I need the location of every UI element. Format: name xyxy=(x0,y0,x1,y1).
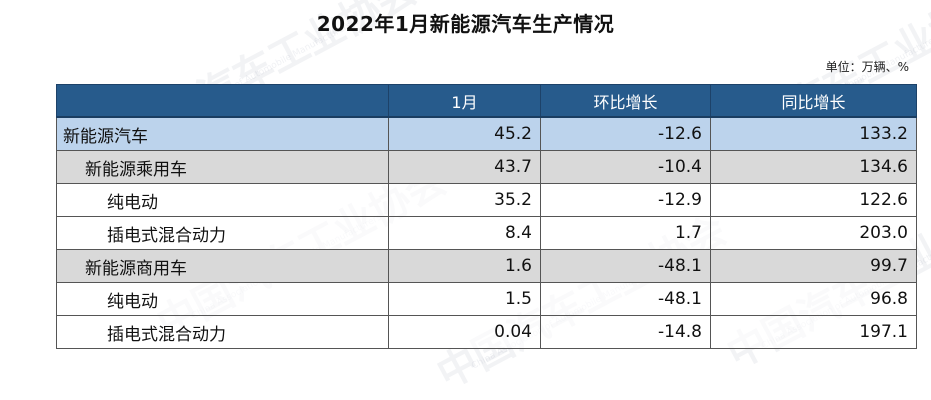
cell-mom-growth: -10.4 xyxy=(540,150,711,184)
table-title: 2022年1月新能源汽车生产情况 xyxy=(316,12,615,36)
cell-january: 35.2 xyxy=(388,183,541,217)
header-cell-mom-growth: 环比增长 xyxy=(540,84,711,118)
table-row: 纯电动 35.2 -12.9 122.6 xyxy=(56,183,917,217)
cell-mom-growth: -48.1 xyxy=(540,282,711,316)
cell-yoy-growth: 134.6 xyxy=(710,150,917,184)
cell-january: 45.2 xyxy=(388,116,541,151)
table-row: 插电式混合动力 8.4 1.7 203.0 xyxy=(56,216,917,250)
cell-yoy-growth: 96.8 xyxy=(710,282,917,316)
cell-yoy-growth: 99.7 xyxy=(710,249,917,283)
cell-mom-growth: -14.8 xyxy=(540,315,711,349)
cell-mom-growth: -12.6 xyxy=(540,116,711,151)
row-label: 纯电动 xyxy=(56,183,389,217)
row-label: 插电式混合动力 xyxy=(56,216,389,250)
header-cell-january: 1月 xyxy=(388,84,541,118)
cell-yoy-growth: 203.0 xyxy=(710,216,917,250)
row-label: 新能源乘用车 xyxy=(56,150,389,184)
table-row: 新能源汽车 45.2 -12.6 133.2 xyxy=(56,116,917,151)
cell-january: 1.5 xyxy=(388,282,541,316)
unit-note: 单位：万辆、% xyxy=(825,60,909,74)
cell-yoy-growth: 197.1 xyxy=(710,315,917,349)
cell-mom-growth: 1.7 xyxy=(540,216,711,250)
header-cell-yoy-growth: 同比增长 xyxy=(710,84,917,118)
row-label: 纯电动 xyxy=(56,282,389,316)
header-cell-category xyxy=(56,84,389,118)
row-label: 插电式混合动力 xyxy=(56,315,389,349)
row-label: 新能源商用车 xyxy=(56,249,389,283)
header-row: 1月 环比增长 同比增长 xyxy=(56,84,917,118)
table-row: 插电式混合动力 0.04 -14.8 197.1 xyxy=(56,315,917,349)
cell-january: 8.4 xyxy=(388,216,541,250)
cell-yoy-growth: 133.2 xyxy=(710,116,917,151)
cell-yoy-growth: 122.6 xyxy=(710,183,917,217)
row-label: 新能源汽车 xyxy=(56,116,389,151)
cell-january: 43.7 xyxy=(388,150,541,184)
table-body: 新能源汽车 45.2 -12.6 133.2 新能源乘用车 43.7 -10.4 134.6 纯… xyxy=(56,116,917,349)
cell-january: 1.6 xyxy=(388,249,541,283)
cell-january: 0.04 xyxy=(388,315,541,349)
cell-mom-growth: -12.9 xyxy=(540,183,711,217)
table-row: 新能源乘用车 43.7 -10.4 134.6 xyxy=(56,150,917,184)
production-table: 1月 环比增长 同比增长 新能源汽车 45.2 -12.6 133.2 新能源乘用车 43… xyxy=(56,84,917,349)
cell-mom-growth: -48.1 xyxy=(540,249,711,283)
table-row: 纯电动 1.5 -48.1 96.8 xyxy=(56,282,917,316)
table-row: 新能源商用车 1.6 -48.1 99.7 xyxy=(56,249,917,283)
